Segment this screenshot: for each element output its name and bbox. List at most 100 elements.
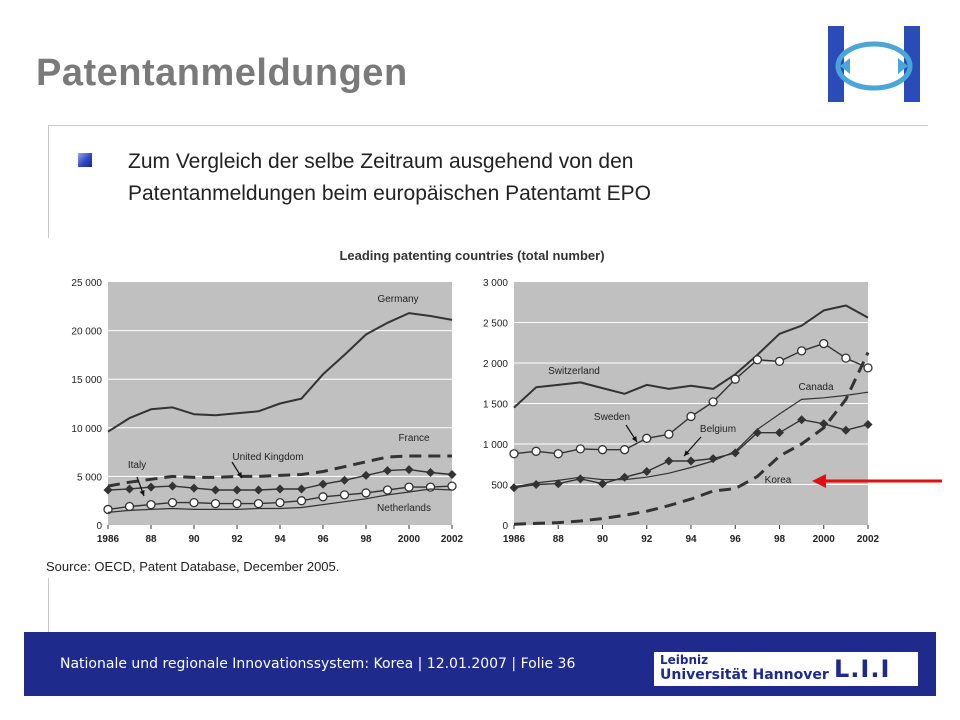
data-point — [664, 429, 674, 439]
x-tick-label: 1986 — [97, 534, 120, 545]
data-point — [619, 445, 630, 455]
series-label: Korea — [765, 475, 792, 486]
data-point — [819, 338, 829, 349]
x-tick-label: 2002 — [857, 534, 880, 545]
patent-charts: Leading patenting countries (total numbe… — [46, 248, 942, 574]
data-point — [297, 484, 306, 494]
x-tick-label: 88 — [553, 534, 565, 545]
header-divider — [48, 125, 928, 126]
series-line — [107, 312, 453, 433]
series-label: France — [398, 433, 430, 444]
series-label: Italy — [128, 460, 146, 471]
data-point — [819, 419, 829, 429]
x-tick-label: 2000 — [813, 534, 836, 545]
series-label: Belgium — [700, 424, 736, 435]
data-point — [254, 485, 263, 495]
data-point — [642, 467, 652, 477]
series-label: Germany — [377, 294, 418, 305]
series-line — [513, 304, 869, 409]
data-point — [361, 488, 371, 498]
x-tick-label: 2002 — [441, 534, 464, 545]
x-tick-label: 98 — [774, 534, 786, 545]
data-point — [553, 449, 563, 459]
bullet-line-1: Zum Vergleich der selbe Zeitraum ausgehe… — [128, 150, 634, 173]
data-point — [664, 456, 674, 466]
label-pointer-head — [684, 450, 690, 456]
series-germany: Germany — [107, 294, 453, 433]
data-point — [598, 479, 607, 489]
data-point — [531, 446, 541, 456]
data-point — [597, 445, 608, 455]
data-point — [509, 483, 519, 493]
series-netherlands: Netherlands — [107, 488, 453, 514]
data-point — [125, 484, 134, 494]
series-line — [513, 391, 869, 488]
data-point — [296, 496, 307, 506]
data-point — [146, 499, 156, 510]
data-point — [232, 485, 242, 495]
data-point — [340, 475, 349, 485]
series-label: Canada — [798, 382, 833, 393]
label-pointer-head — [236, 472, 242, 478]
footer-bar: Nationale und regionale Innovationssyste… — [24, 632, 936, 696]
university-logo: Leibniz Universität Hannover L.I.I — [654, 652, 918, 686]
logo-line-1: Leibniz — [660, 653, 709, 667]
data-point — [232, 498, 242, 509]
series-france: France — [107, 433, 452, 488]
series-line — [107, 454, 452, 488]
y-tick-label: 1 500 — [483, 400, 508, 411]
data-point — [103, 504, 113, 515]
logo-mark: L.I.I — [834, 655, 891, 683]
series-belgium: Belgium — [509, 415, 873, 493]
data-point — [686, 456, 696, 466]
figure-source: Source: OECD, Patent Database, December … — [46, 559, 339, 574]
y-tick-label: 15 000 — [71, 375, 102, 386]
data-point — [775, 428, 784, 438]
data-point — [752, 355, 763, 365]
x-tick-label: 88 — [145, 534, 157, 545]
data-point — [103, 485, 113, 495]
series-line — [107, 488, 453, 513]
data-point — [708, 397, 718, 407]
data-point — [426, 468, 435, 478]
logo-line-2: Universität Hannover — [660, 667, 829, 683]
data-point — [863, 420, 873, 430]
x-tick-label: 94 — [274, 534, 286, 545]
series-italy: Italy — [103, 460, 457, 515]
data-point — [167, 497, 178, 508]
data-point — [841, 353, 851, 363]
data-point — [797, 415, 807, 425]
series-label: Sweden — [594, 412, 630, 423]
x-tick-label: 92 — [231, 534, 243, 545]
chart-panel-2: 0 500 1 000 1 500 2 000 2 500 3 000 1986 88 90 92 9… — [483, 278, 880, 545]
footer-text: Nationale und regionale Innovationssyste… — [60, 656, 576, 672]
series-label: United Kingdom — [232, 452, 303, 463]
slide-title: Patentanmeldungen — [36, 52, 408, 94]
x-tick-label: 90 — [188, 534, 200, 545]
y-tick-label: 3 000 — [483, 278, 508, 289]
series-korea: Korea — [513, 351, 870, 526]
data-point — [383, 466, 392, 476]
data-point — [168, 481, 177, 491]
x-tick-label: 96 — [730, 534, 742, 545]
y-tick-label: 2 500 — [483, 319, 508, 330]
y-tick-label: 1 000 — [483, 440, 508, 451]
y-tick-label: 0 — [96, 521, 102, 532]
series-canada: Canada — [513, 382, 869, 488]
data-point — [361, 470, 371, 480]
series-switzerland: Switzerland — [513, 304, 869, 409]
data-point — [210, 498, 221, 509]
bullet-text: Zum Vergleich der selbe Zeitraum ausgehe… — [128, 146, 888, 210]
y-tick-label: 2 000 — [483, 359, 508, 370]
y-tick-label: 10 000 — [71, 424, 102, 435]
y-tick-label: 20 000 — [71, 327, 102, 338]
data-point — [841, 425, 851, 435]
y-tick-label: 5 000 — [77, 472, 102, 483]
data-point — [730, 374, 740, 384]
series-line — [513, 351, 870, 526]
series-sweden: Sweden — [509, 338, 873, 459]
data-point — [509, 449, 519, 459]
x-tick-label: 90 — [597, 534, 609, 545]
data-point — [642, 433, 652, 443]
data-point — [686, 411, 696, 422]
